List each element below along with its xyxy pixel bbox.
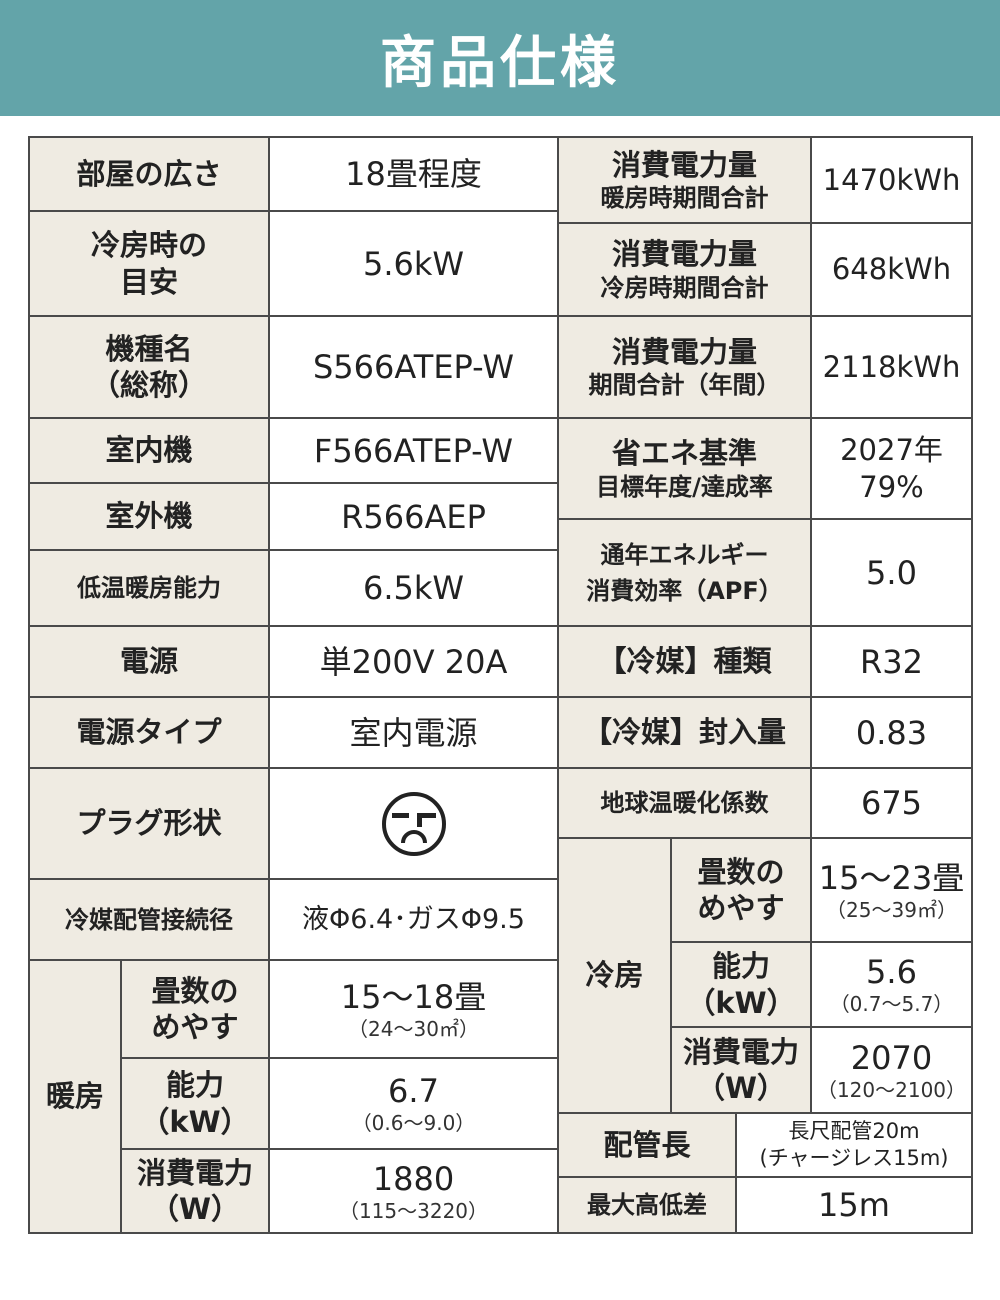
label-indoor-unit: 室内機 bbox=[28, 417, 270, 484]
value-cooling-power: 2070 （120〜2100） bbox=[810, 1026, 973, 1114]
label-power-source: 電源 bbox=[28, 625, 270, 698]
value-annual-energy: 2118kWh bbox=[810, 315, 973, 419]
label-main: 省エネ基準 bbox=[611, 436, 757, 471]
sub-value: （24〜30㎡） bbox=[348, 1016, 479, 1041]
label-main: 消費電力量 bbox=[611, 334, 757, 369]
label-gwp: 地球温暖化係数 bbox=[557, 767, 812, 839]
sub-value: （0.6〜9.0） bbox=[351, 1111, 476, 1135]
label-sub: 暖房時期間合計 bbox=[600, 184, 769, 213]
label-sub: 目標年度/達成率 bbox=[596, 472, 773, 501]
main-value: 15〜23畳 bbox=[818, 858, 965, 897]
label-model-name: 機種名 （総称） bbox=[28, 315, 270, 419]
value-cooling-guide: 5.6kW bbox=[268, 210, 559, 317]
sub-value: （120〜2100） bbox=[816, 1077, 967, 1102]
value-cooling-capacity: 5.6 （0.7〜5.7） bbox=[810, 941, 973, 1028]
label-pipe-diameter: 冷媒配管接続径 bbox=[28, 878, 270, 961]
label-sub: 消費効率（APF） bbox=[586, 576, 783, 605]
label-heating: 暖房 bbox=[28, 959, 122, 1234]
value-plug-shape bbox=[268, 767, 559, 880]
value-pipe-diameter: 液Φ6.4･ガスΦ9.5 bbox=[268, 878, 559, 961]
plug-outlet-icon bbox=[381, 791, 446, 856]
label-refrigerant-type: 【冷媒】種類 bbox=[557, 625, 812, 698]
label-cooling-energy: 消費電力量 冷房時期間合計 bbox=[557, 222, 812, 317]
label-power-type: 電源タイプ bbox=[28, 696, 270, 769]
value-refrigerant-amount: 0.83 bbox=[810, 696, 973, 769]
value-cooling-energy: 648kWh bbox=[810, 222, 973, 317]
label-refrigerant-amount: 【冷媒】封入量 bbox=[557, 696, 812, 769]
sub-value: （25〜39㎡） bbox=[826, 897, 957, 922]
sub-value: （115〜3220） bbox=[338, 1198, 489, 1223]
main-value: 5.6 bbox=[866, 953, 917, 991]
label-heating-power: 消費電力 （W） bbox=[120, 1148, 270, 1234]
label-main: 消費電力量 bbox=[611, 237, 757, 272]
sub-value: （0.7〜5.7） bbox=[829, 992, 954, 1016]
label-sub: 冷房時期間合計 bbox=[600, 273, 769, 302]
value-max-height-diff: 15m bbox=[735, 1176, 973, 1234]
label-sub: 期間合計（年間） bbox=[588, 371, 781, 400]
label-annual-energy: 消費電力量 期間合計（年間） bbox=[557, 315, 812, 419]
value-energy-standard: 2027年 79% bbox=[810, 417, 973, 520]
label-outdoor-unit: 室外機 bbox=[28, 482, 270, 551]
label-energy-standard: 省エネ基準 目標年度/達成率 bbox=[557, 417, 812, 520]
value-heating-energy: 1470kWh bbox=[810, 136, 973, 224]
value-power-source: 単200V 20A bbox=[268, 625, 559, 698]
value-apf: 5.0 bbox=[810, 518, 973, 627]
page-title: 商品仕様 bbox=[0, 0, 1000, 116]
value-indoor-unit: F566ATEP-W bbox=[268, 417, 559, 484]
label-main: 消費電力量 bbox=[611, 147, 757, 182]
label-heating-tatami: 畳数の めやす bbox=[120, 959, 270, 1059]
label-cooling: 冷房 bbox=[557, 837, 672, 1114]
value-model-name: S566ATEP-W bbox=[268, 315, 559, 419]
label-heating-energy: 消費電力量 暖房時期間合計 bbox=[557, 136, 812, 224]
label-cooling-capacity: 能力 （kW） bbox=[670, 941, 812, 1028]
value-heating-capacity: 6.7 （0.6〜9.0） bbox=[268, 1057, 559, 1150]
label-max-height-diff: 最大高低差 bbox=[557, 1176, 737, 1234]
label-piping-length: 配管長 bbox=[557, 1112, 737, 1178]
label-low-temp-heating: 低温暖房能力 bbox=[28, 549, 270, 627]
label-room-size: 部屋の広さ bbox=[28, 136, 270, 212]
value-low-temp-heating: 6.5kW bbox=[268, 549, 559, 627]
main-value: 1880 bbox=[372, 1159, 455, 1198]
value-heating-power: 1880 （115〜3220） bbox=[268, 1148, 559, 1234]
label-cooling-tatami: 畳数の めやす bbox=[670, 837, 812, 943]
label-heating-capacity: 能力 （kW） bbox=[120, 1057, 270, 1150]
value-room-size: 18畳程度 bbox=[268, 136, 559, 212]
value-piping-length: 長尺配管20m (チャージレス15m) bbox=[735, 1112, 973, 1178]
value-refrigerant-type: R32 bbox=[810, 625, 973, 698]
label-plug-shape: プラグ形状 bbox=[28, 767, 270, 880]
value-heating-tatami: 15〜18畳 （24〜30㎡） bbox=[268, 959, 559, 1059]
label-main: 通年エネルギー bbox=[600, 540, 769, 569]
label-apf: 通年エネルギー 消費効率（APF） bbox=[557, 518, 812, 627]
label-cooling-guide: 冷房時の 目安 bbox=[28, 210, 270, 317]
value-cooling-tatami: 15〜23畳 （25〜39㎡） bbox=[810, 837, 973, 943]
value-power-type: 室内電源 bbox=[268, 696, 559, 769]
main-value: 2070 bbox=[850, 1038, 933, 1077]
value-outdoor-unit: R566AEP bbox=[268, 482, 559, 551]
value-gwp: 675 bbox=[810, 767, 973, 839]
main-value: 6.7 bbox=[388, 1072, 439, 1110]
main-value: 15〜18畳 bbox=[340, 977, 487, 1016]
label-cooling-power: 消費電力 （W） bbox=[670, 1026, 812, 1114]
